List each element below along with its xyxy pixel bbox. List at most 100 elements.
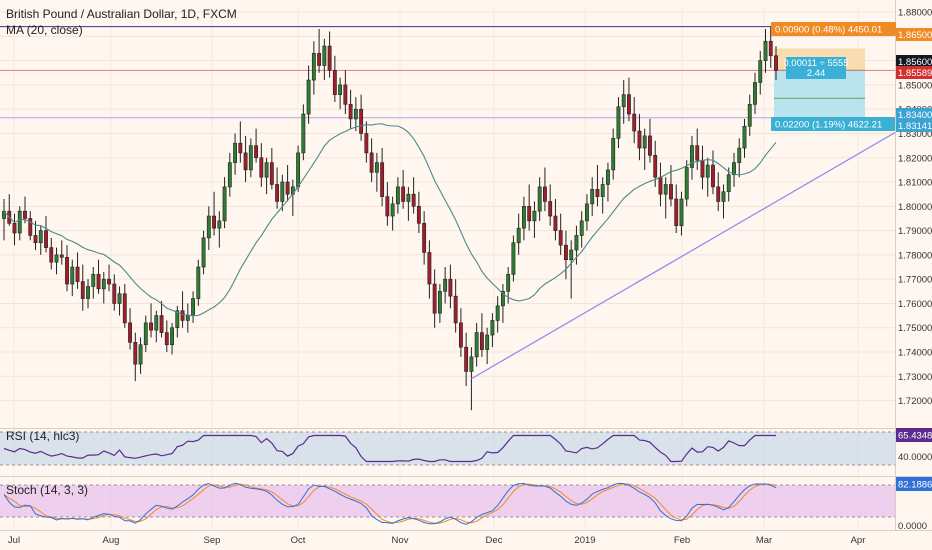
- candle-body: [485, 334, 490, 350]
- candle-body: [164, 332, 169, 346]
- candle-body: [80, 281, 85, 299]
- candle-body: [448, 278, 453, 297]
- y-tick-label: 1.77000: [898, 275, 932, 286]
- candle-body: [401, 186, 406, 202]
- ascending-trendline[interactable]: [471, 131, 896, 380]
- y-tick-label: 1.81000: [898, 178, 932, 189]
- candle-body: [233, 142, 238, 163]
- pane-divider[interactable]: [0, 428, 932, 429]
- candle-body: [653, 155, 658, 178]
- candle-body: [49, 247, 54, 263]
- candle-body: [374, 162, 379, 173]
- candle-body: [353, 108, 358, 120]
- candle-body: [107, 278, 111, 285]
- price-axis-divider: [895, 0, 896, 530]
- price-tag: [896, 28, 932, 41]
- y-tick-label: 1.73000: [898, 372, 932, 383]
- candle-body: [385, 196, 390, 217]
- ratio-value: 2.44: [807, 68, 826, 79]
- candle-body: [411, 193, 416, 207]
- candle-body: [742, 125, 747, 149]
- candle-body: [322, 45, 327, 66]
- candle-body: [338, 84, 343, 95]
- candle-body: [768, 40, 773, 57]
- candle-body: [427, 252, 432, 285]
- x-tick-label: Feb: [674, 535, 690, 546]
- candle-body: [632, 113, 637, 132]
- candle-body: [175, 310, 180, 329]
- ma-20-line: [3, 123, 777, 317]
- y-tick-label: 1.82000: [898, 153, 932, 164]
- candle-body: [138, 344, 143, 365]
- x-tick-label: 2019: [574, 535, 595, 546]
- candle-body: [143, 322, 148, 346]
- x-tick-label: Sep: [204, 535, 221, 546]
- candle-body: [285, 181, 290, 195]
- candle-body: [70, 266, 75, 285]
- price-tag: [896, 119, 932, 132]
- stoch-zero-label: 0.0000: [898, 521, 927, 532]
- candle-body: [721, 191, 726, 202]
- candle-body: [464, 346, 469, 372]
- time-axis[interactable]: Jul Aug Sep Oct Nov Dec 2019 Feb Mar Apr: [8, 535, 865, 546]
- candle-body: [595, 189, 600, 197]
- candle-body: [732, 162, 736, 176]
- candle-body: [474, 332, 479, 358]
- candle-body: [54, 254, 59, 263]
- candle-body: [23, 210, 27, 219]
- candle-body: [248, 145, 253, 171]
- candle-body: [222, 186, 227, 222]
- price-tag-label: 1.83400: [898, 110, 932, 121]
- candle-body: [348, 104, 353, 120]
- x-tick-label: Jul: [8, 535, 20, 546]
- candle-body: [306, 79, 311, 115]
- candle-body: [254, 145, 259, 159]
- candle-body: [490, 320, 495, 336]
- candle-body: [28, 218, 33, 236]
- price-tag-label: 1.85589: [898, 68, 932, 79]
- candle-body: [416, 206, 421, 224]
- candle-body: [380, 162, 385, 197]
- trendline[interactable]: [471, 131, 896, 380]
- candle-body: [564, 244, 568, 261]
- stoch-k-line: [3, 482, 777, 525]
- candle-body: [753, 82, 757, 105]
- candle-body: [542, 186, 547, 202]
- candle-body: [611, 138, 616, 171]
- candle-body: [201, 237, 206, 268]
- pane-divider[interactable]: [0, 476, 932, 477]
- candle-body: [637, 130, 642, 149]
- candle-body: [569, 249, 574, 261]
- candle-body: [574, 235, 579, 251]
- candle-body: [648, 135, 652, 156]
- candle-body: [606, 169, 610, 185]
- target-label-box: 0.00900 (0.48%) 4450.01: [771, 22, 896, 36]
- stoch-legend[interactable]: Stoch (14, 3, 3): [6, 483, 88, 497]
- rsi-legend[interactable]: RSI (14, hlc3): [6, 429, 79, 443]
- candle-body: [511, 242, 516, 275]
- candle-body: [763, 40, 768, 61]
- candle-body: [726, 174, 731, 193]
- candle-body: [758, 60, 763, 83]
- ratio-label-box: 0.00011 ÷ 5555 2.44: [783, 57, 849, 79]
- rsi-pane: [0, 431, 895, 466]
- ma-legend[interactable]: MA (20, close): [6, 23, 83, 37]
- candle-body: [642, 135, 647, 149]
- x-tick-label: Apr: [851, 535, 866, 546]
- horizontal-levels[interactable]: [0, 26, 895, 119]
- candle-body: [585, 203, 589, 222]
- candle-body: [59, 254, 64, 258]
- y-tick-label: 1.80000: [898, 202, 932, 213]
- x-tick-label: Mar: [756, 535, 772, 546]
- y-tick-label: 1.88000: [898, 8, 932, 19]
- candle-body: [65, 257, 69, 285]
- y-tick-label: 1.75000: [898, 323, 932, 334]
- candle-body: [705, 164, 710, 178]
- candle-body: [269, 162, 274, 185]
- candle-body: [38, 230, 43, 244]
- candle-body: [275, 184, 280, 202]
- candles: [2, 26, 778, 411]
- candle-body: [716, 186, 721, 202]
- candle-body: [527, 206, 532, 222]
